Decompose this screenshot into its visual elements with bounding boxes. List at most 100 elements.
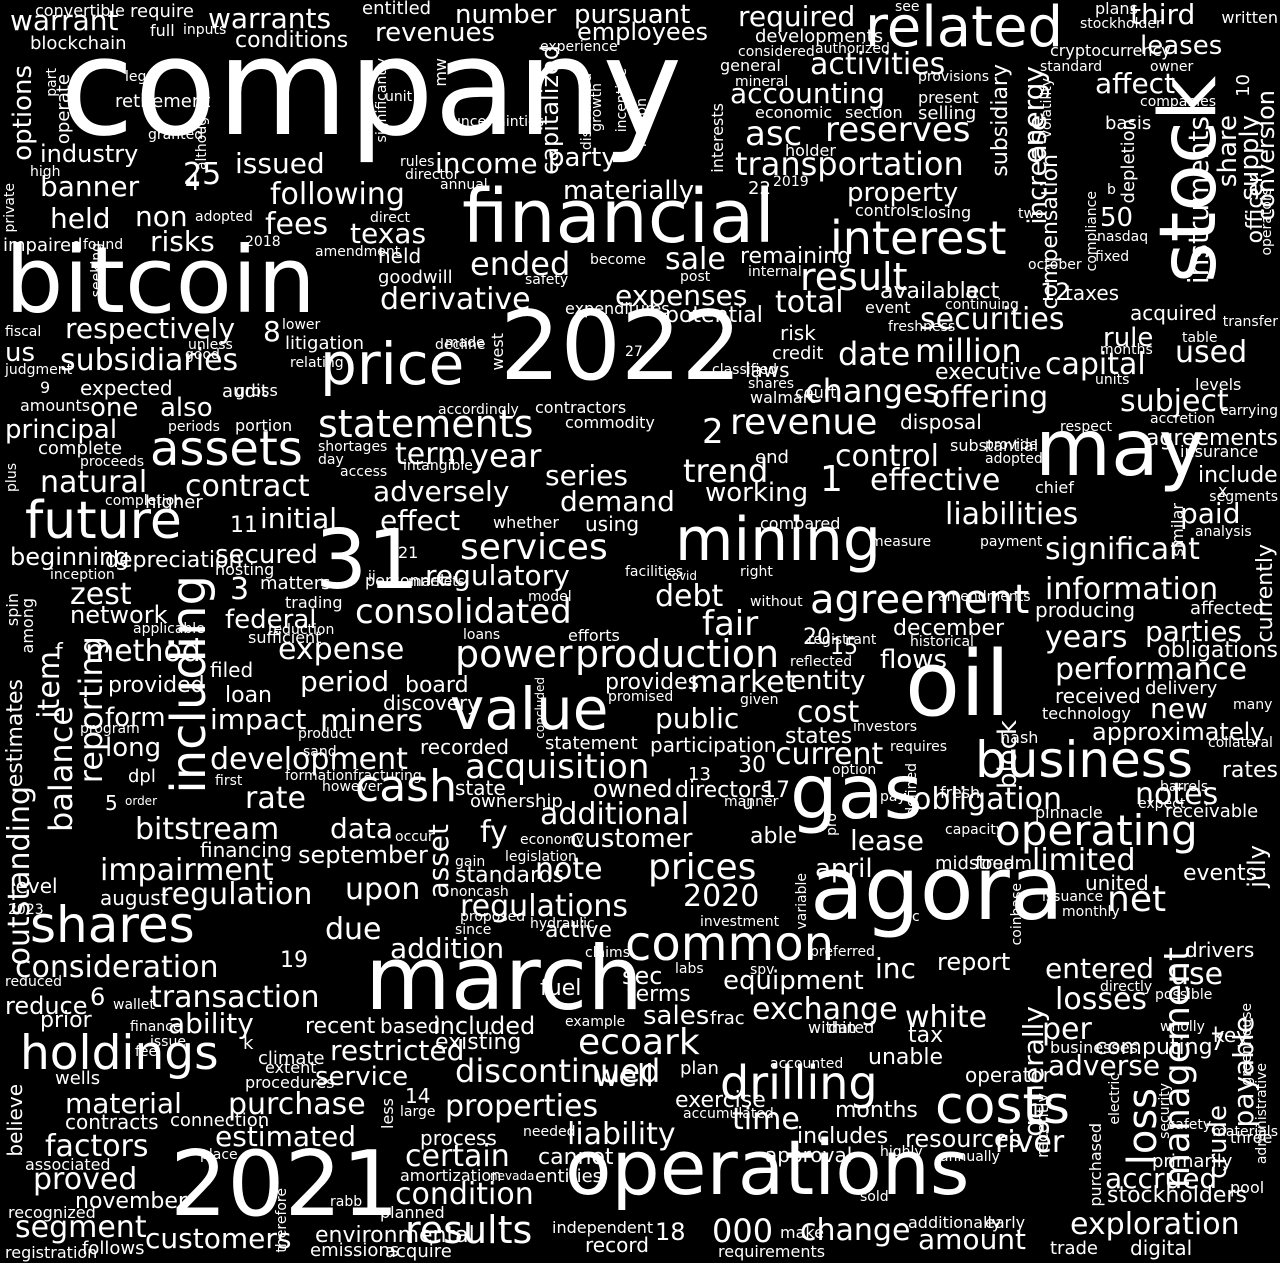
cloud-word: walmart (750, 388, 816, 407)
cloud-word: drivers (1185, 938, 1255, 962)
cloud-word: analysis (1195, 524, 1252, 540)
cloud-word: found (83, 237, 124, 253)
cloud-word: portion (235, 416, 293, 435)
cloud-word: trade (1050, 1238, 1098, 1259)
cloud-word: information (1045, 572, 1219, 607)
cloud-word: financing (200, 838, 293, 862)
cloud-word: environmental (315, 1223, 475, 1248)
cloud-word: credit (772, 343, 824, 364)
cloud-word: acquired (1130, 301, 1217, 325)
cloud-word: amendments (938, 589, 1031, 605)
cloud-word: electric (1107, 1073, 1123, 1125)
cloud-word: c (912, 909, 920, 925)
cloud-word: purchase (228, 1087, 366, 1122)
cloud-word: among (18, 598, 37, 654)
cloud-word: 12 (1040, 278, 1071, 306)
cloud-word: 31 (315, 513, 420, 608)
cloud-word: rate (245, 781, 306, 816)
cloud-word: respect (1060, 419, 1113, 435)
cloud-word: purchased (1086, 1123, 1105, 1207)
cloud-word: digital (1130, 1236, 1193, 1260)
cloud-word: high (30, 164, 61, 180)
cloud-word: issuance (1042, 889, 1104, 905)
cloud-word: f (55, 640, 63, 665)
cloud-word: subject (1120, 384, 1229, 419)
cloud-word: well (594, 1059, 654, 1094)
cloud-word: respectively (65, 312, 236, 345)
cloud-word: audit (222, 381, 268, 402)
cloud-word: complete (38, 438, 123, 459)
cloud-word: general (720, 56, 781, 75)
cloud-word: investment (700, 914, 780, 930)
cloud-word: possible (1155, 987, 1213, 1003)
cloud-word: use (1170, 957, 1224, 992)
cloud-word: sec (622, 962, 663, 990)
cloud-word: common (625, 916, 835, 972)
cloud-word: controls (855, 201, 919, 220)
cloud-word: change (800, 1213, 911, 1248)
cloud-word: regulations (460, 889, 629, 924)
cloud-word: concluded (533, 677, 547, 739)
cloud-word: continuing (945, 297, 1019, 313)
cloud-word: follows (82, 1238, 145, 1259)
cloud-word: executive (935, 360, 1042, 385)
cloud-word: rules (400, 154, 435, 170)
cloud-word: 7 (1210, 1028, 1226, 1056)
cloud-word: technology (1042, 704, 1131, 723)
cloud-word: operators (1259, 188, 1275, 256)
cloud-word: subsidiaries (60, 343, 239, 378)
cloud-word: losses (1055, 982, 1148, 1017)
cloud-word: financial (462, 174, 775, 260)
cloud-word: bitstream (135, 812, 280, 847)
cloud-word: x (1218, 481, 1228, 500)
cloud-word: 18 (655, 1218, 686, 1246)
cloud-word: mining (675, 505, 881, 575)
cloud-word: due (325, 912, 382, 947)
cloud-word: substantial (950, 436, 1039, 455)
cloud-word: basis (1105, 113, 1152, 134)
cloud-word: carrying (1220, 403, 1278, 419)
cloud-word: consideration (15, 950, 219, 985)
cloud-word: 2023 (8, 902, 44, 918)
cloud-word: receivable (1165, 801, 1259, 822)
cloud-word: months (1100, 342, 1153, 358)
cloud-word: 25 (183, 157, 222, 192)
cloud-word: 30 (738, 753, 766, 778)
cloud-word: coinbase (1009, 883, 1025, 946)
cloud-word: within (808, 1018, 857, 1037)
cloud-word: hosting (215, 560, 275, 579)
cloud-word: effect (380, 504, 461, 537)
cloud-word: acquisition (465, 747, 650, 787)
cloud-word: trend (683, 452, 769, 490)
cloud-word: capital (1045, 347, 1146, 382)
cloud-word: equipment (723, 966, 864, 996)
cloud-word: considered (738, 44, 815, 60)
cloud-word: agreement (810, 577, 1030, 623)
cloud-word: commodity (565, 413, 655, 432)
cloud-word: covid (665, 569, 697, 583)
cloud-word: greenhouse (1239, 1003, 1255, 1086)
cloud-word: matters (260, 573, 331, 594)
cloud-word: terms (627, 982, 691, 1007)
cloud-word: lease (850, 824, 924, 857)
cloud-word: federal (225, 605, 317, 635)
cloud-word: natural (40, 465, 148, 500)
cloud-word: fracturing (353, 768, 422, 784)
cloud-word: nevada (490, 1169, 535, 1183)
cloud-word: laws (745, 358, 790, 382)
cloud-word: 2022 (500, 292, 742, 402)
cloud-word: rule (1103, 323, 1154, 353)
cloud-word: cryptocurrency (1050, 41, 1171, 60)
cloud-word: exploration (1070, 1207, 1240, 1242)
cloud-word: owner (1150, 59, 1194, 75)
cloud-word: granted (148, 127, 204, 143)
cloud-word: power (455, 632, 573, 676)
cloud-word: fresh (940, 783, 981, 802)
cloud-word: dpl (128, 766, 156, 787)
cloud-word: early (985, 1213, 1026, 1232)
cloud-word: sale (665, 242, 726, 277)
cloud-word: levels (1195, 375, 1242, 394)
cloud-word: standards (455, 863, 565, 888)
cloud-word: expected (80, 376, 173, 400)
cloud-word: initial (260, 502, 337, 535)
